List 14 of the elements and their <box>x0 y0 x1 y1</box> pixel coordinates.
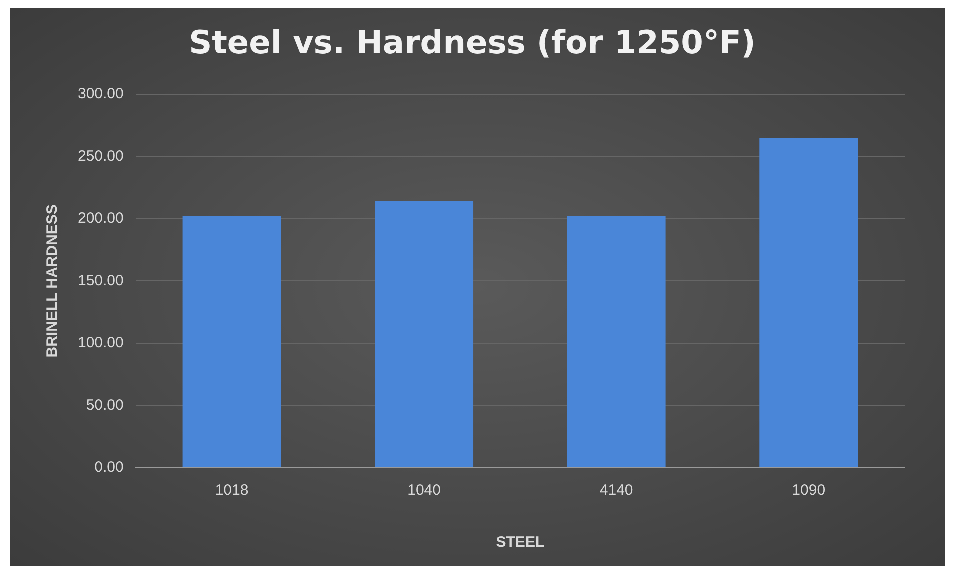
chart-title: Steel vs. Hardness (for 1250°F) <box>189 24 756 62</box>
x-tick-label: 1090 <box>792 482 826 500</box>
x-tick-label: 1018 <box>215 482 249 500</box>
x-axis-title: STEEL <box>496 534 545 552</box>
y-tick-label: 100.00 <box>78 334 124 352</box>
y-axis-title: BRINELL HARDNESS <box>44 204 62 358</box>
x-tick-label: 1040 <box>408 482 441 500</box>
y-tick-label: 50.00 <box>86 396 124 414</box>
y-tick-label: 200.00 <box>78 210 124 228</box>
y-tick-label: 0.00 <box>94 459 124 476</box>
y-tick-label: 150.00 <box>78 272 124 290</box>
y-tick-label: 250.00 <box>78 148 124 165</box>
y-tick-label: 300.00 <box>78 86 124 103</box>
x-tick-label: 4140 <box>600 482 634 500</box>
